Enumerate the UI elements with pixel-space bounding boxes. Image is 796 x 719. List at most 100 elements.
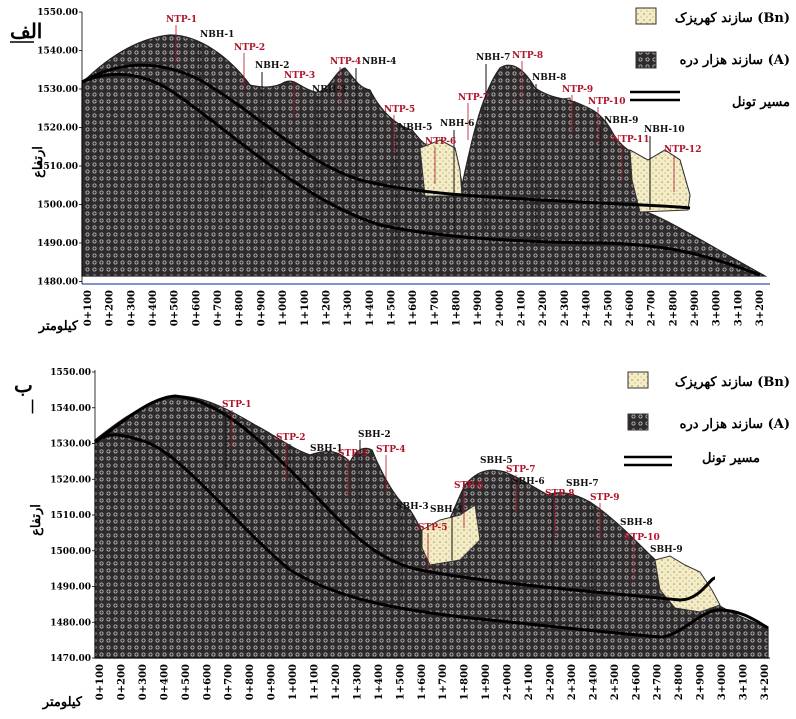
section-b-tunnel-invert	[94, 433, 769, 639]
y-tick-label: 1550.00	[37, 8, 78, 18]
x-tick-label: 2+800	[668, 290, 679, 326]
section-b-labels: STP-1 STP-2 STP-3 STP-4 STP-5 STP-6 STP-7 STP-8…	[222, 400, 683, 555]
borehole-label: SBH-3	[396, 502, 429, 512]
pit-label: NTP-7	[458, 93, 489, 103]
y-tick-label: 1510.00	[37, 162, 78, 172]
section-b-x-title: کیلومتر	[42, 695, 83, 710]
x-tick-label: 0+900	[267, 664, 278, 700]
x-tick-label: 0+800	[245, 664, 256, 700]
legend-b-a-swatch	[627, 413, 649, 431]
section-b-y-title: ارتفاع	[29, 504, 44, 536]
x-tick-label: 0+300	[126, 290, 137, 326]
pit-label: NTP-3	[284, 71, 315, 81]
x-tick-label: 2+900	[690, 290, 701, 326]
section-a-tunnel-invert	[81, 72, 761, 277]
section-b-tunnel-crown	[94, 394, 716, 602]
pit-label: NTP-5	[384, 105, 415, 115]
x-tick-label: 0+500	[181, 664, 192, 700]
x-tick-label: 2+000	[495, 290, 506, 326]
x-tick-label: 0+500	[170, 290, 181, 326]
borehole-label: NBH-10	[644, 125, 685, 135]
y-tick-label: 1500.00	[50, 547, 91, 557]
pit-label: STP-1	[222, 400, 251, 410]
pit-label: STP-6	[454, 481, 483, 491]
borehole-label: SBH-7	[566, 479, 599, 489]
borehole-label: SBH-5	[480, 456, 513, 466]
x-tick-label: 1+500	[386, 290, 397, 326]
x-tick-label: 1+100	[300, 290, 311, 326]
x-tick-label: 0+700	[213, 290, 224, 326]
pit-label: NTP-12	[664, 145, 701, 155]
x-tick-label: 0+200	[105, 290, 116, 326]
pit-label: STP-9	[590, 493, 619, 503]
x-tick-label: 0+200	[116, 664, 127, 700]
y-tick-label: 1530.00	[37, 85, 78, 95]
legend-a-tunnel-label: مسیر تونل	[732, 95, 790, 110]
pit-label: STP-4	[376, 445, 405, 455]
x-tick-label: 1+400	[374, 664, 385, 700]
section-b-legend: سازند کهریزک (Bn) سازند هزار دره (A) مسی…	[624, 371, 790, 467]
pit-label: STP-8	[545, 489, 574, 499]
x-tick-label: 2+800	[674, 664, 685, 700]
borehole-label: NBH-4	[362, 57, 396, 67]
borehole-label: NBH-9	[604, 116, 638, 126]
pit-label: STP-5	[418, 523, 447, 533]
x-tick-label: 2+000	[503, 664, 514, 700]
x-tick-label: 2+500	[603, 290, 614, 326]
borehole-label: SBH-4	[430, 505, 463, 515]
x-tick-label: 3+000	[712, 290, 723, 326]
section-b-x-ticks: 0+100 0+200 0+300 0+400 0+500 0+600 0+700 0+800…	[95, 664, 771, 700]
y-tick-label: 1520.00	[37, 124, 78, 134]
y-tick-label: 1480.00	[37, 278, 78, 288]
x-tick-label: 0+300	[138, 664, 149, 700]
legend-a-a-swatch	[635, 51, 657, 69]
section-a-x-title: کیلومتر	[38, 319, 79, 334]
y-tick-label: 1470.00	[50, 654, 91, 664]
x-tick-label: 1+300	[352, 664, 363, 700]
x-tick-label: 2+200	[538, 290, 549, 326]
pit-label: NTP-4	[330, 57, 361, 67]
y-tick-label: 1490.00	[37, 239, 78, 249]
x-tick-label: 1+000	[278, 290, 289, 326]
borehole-label: SBH-1	[310, 444, 343, 454]
x-tick-label: 1+700	[438, 664, 449, 700]
pit-label: NTP-9	[562, 85, 593, 95]
borehole-label: SBH-6	[512, 477, 545, 487]
pit-label: STP-3	[338, 449, 367, 459]
x-tick-label: 0+100	[95, 664, 106, 700]
x-tick-label: 1+000	[288, 664, 299, 700]
section-a-x-ticks: 0+100 0+200 0+300 0+400 0+500 0+600 0+700 0+800…	[83, 290, 766, 326]
pit-label: NTP-1	[166, 15, 197, 25]
x-tick-label: 2+600	[625, 290, 636, 326]
x-tick-label: 1+900	[473, 290, 484, 326]
x-tick-label: 1+500	[395, 664, 406, 700]
x-tick-label: 0+400	[148, 290, 159, 326]
x-tick-label: 2+400	[582, 290, 593, 326]
x-tick-label: 1+800	[460, 664, 471, 700]
x-tick-label: 2+400	[588, 664, 599, 700]
pit-label: NTP-10	[588, 97, 625, 107]
x-tick-label: 2+500	[610, 664, 621, 700]
borehole-label: SBH-2	[358, 430, 391, 440]
x-tick-label: 1+200	[331, 664, 342, 700]
borehole-label: SBH-9	[650, 545, 683, 555]
borehole-label: SBH-8	[620, 518, 653, 528]
y-tick-label: 1550.00	[50, 368, 91, 378]
borehole-label: NBH-2	[255, 61, 289, 71]
x-tick-label: 2+100	[517, 290, 528, 326]
x-tick-label: 0+900	[256, 290, 267, 326]
x-tick-label: 3+100	[739, 664, 750, 700]
section-a-tunnel-crown	[81, 63, 691, 210]
section-a-legend: سازند کهریزک (Bn) سازند هزار دره (A) مسی…	[630, 7, 790, 110]
y-tick-label: 1480.00	[50, 618, 91, 628]
section-a-label: الف	[10, 19, 42, 43]
y-tick-label: 1530.00	[50, 440, 91, 450]
pit-label: STP-10	[624, 533, 660, 543]
x-tick-label: 0+600	[202, 664, 213, 700]
x-tick-label: 1+100	[310, 664, 321, 700]
x-tick-label: 2+600	[631, 664, 642, 700]
x-tick-label: 2+100	[524, 664, 535, 700]
legend-b-bn-swatch	[627, 371, 649, 389]
legend-b-tunnel-label: مسیر تونل	[702, 451, 760, 466]
